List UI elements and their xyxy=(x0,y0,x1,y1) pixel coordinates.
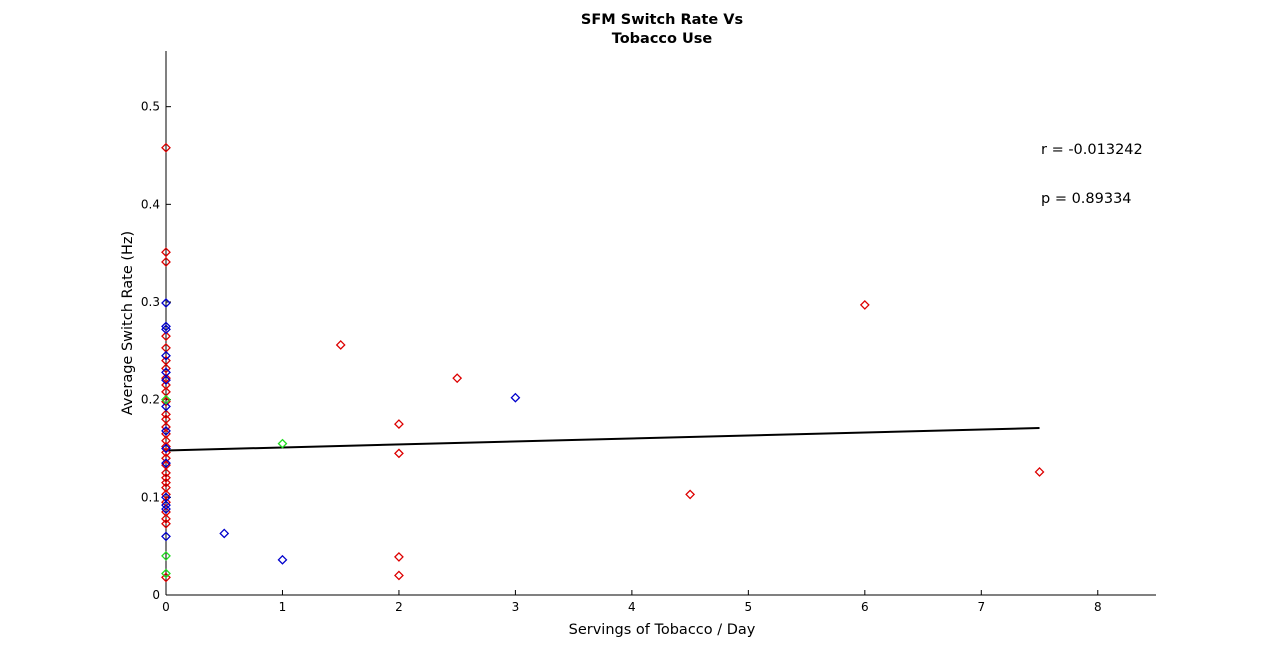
data-point xyxy=(161,298,171,308)
data-point xyxy=(161,142,171,153)
data-point xyxy=(1034,467,1045,477)
data-point xyxy=(685,489,696,500)
data-point xyxy=(277,554,288,565)
y-tick-label: 0.4 xyxy=(141,197,160,211)
data-point xyxy=(161,324,171,335)
data-point xyxy=(161,331,171,342)
data-point xyxy=(859,300,870,310)
data-point xyxy=(161,441,171,452)
data-point xyxy=(161,551,171,561)
data-point xyxy=(161,363,171,374)
data-point xyxy=(161,350,171,361)
data-point xyxy=(219,528,230,539)
data-points-group xyxy=(161,142,1045,583)
data-point xyxy=(161,531,171,542)
x-tick-label: 5 xyxy=(745,600,753,614)
x-axis-label: Servings of Tobacco / Day xyxy=(569,622,756,638)
data-point xyxy=(161,247,171,258)
trend-line-group xyxy=(165,426,1040,452)
data-point xyxy=(277,438,288,449)
data-point xyxy=(161,373,171,384)
data-point xyxy=(161,426,171,436)
y-tick-label: 0 xyxy=(152,588,160,602)
chart-title-line-1: SFM Switch Rate Vs xyxy=(581,12,743,28)
data-point xyxy=(161,504,171,514)
x-tick-label: 4 xyxy=(628,600,636,614)
data-point xyxy=(161,394,171,405)
x-tick-label: 2 xyxy=(395,600,403,614)
data-point xyxy=(161,467,171,478)
y-tick-label: 0.1 xyxy=(141,490,160,504)
p-value-annotation: p = 0.89334 xyxy=(1041,191,1132,207)
y-tick-label: 0.3 xyxy=(141,295,160,309)
data-point xyxy=(394,448,404,459)
data-point xyxy=(161,497,171,508)
data-point xyxy=(161,453,171,464)
data-point xyxy=(161,409,171,420)
y-tick-label: 0.2 xyxy=(141,393,160,407)
data-point xyxy=(161,472,171,483)
data-point xyxy=(161,380,171,390)
x-tick-label: 6 xyxy=(861,600,869,614)
data-point xyxy=(394,551,404,562)
data-point xyxy=(161,518,171,529)
x-tick-label: 3 xyxy=(512,600,520,614)
correlation-r-annotation: r = -0.013242 xyxy=(1041,142,1143,158)
trend-line xyxy=(165,426,1040,452)
data-point xyxy=(394,570,404,581)
data-point xyxy=(452,373,463,384)
data-point xyxy=(161,401,171,412)
data-point xyxy=(161,375,171,386)
chart-title-line-2: Tobacco Use xyxy=(612,31,713,47)
data-point xyxy=(161,458,171,469)
data-point xyxy=(161,257,171,267)
data-point xyxy=(161,513,171,524)
data-point xyxy=(161,321,171,332)
data-point xyxy=(161,568,171,579)
y-tick-label: 0.5 xyxy=(141,100,160,114)
data-point xyxy=(161,443,171,454)
data-point xyxy=(335,340,346,350)
tick-group: 0 1 2 3 4 5 6 7 8 0 0.1 0.2 0.3 0.4 0.5 xyxy=(141,100,1102,614)
data-point xyxy=(161,477,171,488)
data-point xyxy=(161,422,171,432)
data-point xyxy=(161,572,171,583)
y-axis-label: Average Switch Rate (Hz) xyxy=(120,231,136,415)
x-tick-label: 7 xyxy=(977,600,985,614)
x-tick-label: 1 xyxy=(279,600,287,614)
data-point xyxy=(394,419,404,430)
data-point xyxy=(161,482,171,493)
x-tick-label: 0 xyxy=(162,600,170,614)
x-tick-label: 8 xyxy=(1094,600,1102,614)
data-point xyxy=(161,500,171,511)
data-point xyxy=(510,392,521,403)
data-point xyxy=(161,447,171,458)
